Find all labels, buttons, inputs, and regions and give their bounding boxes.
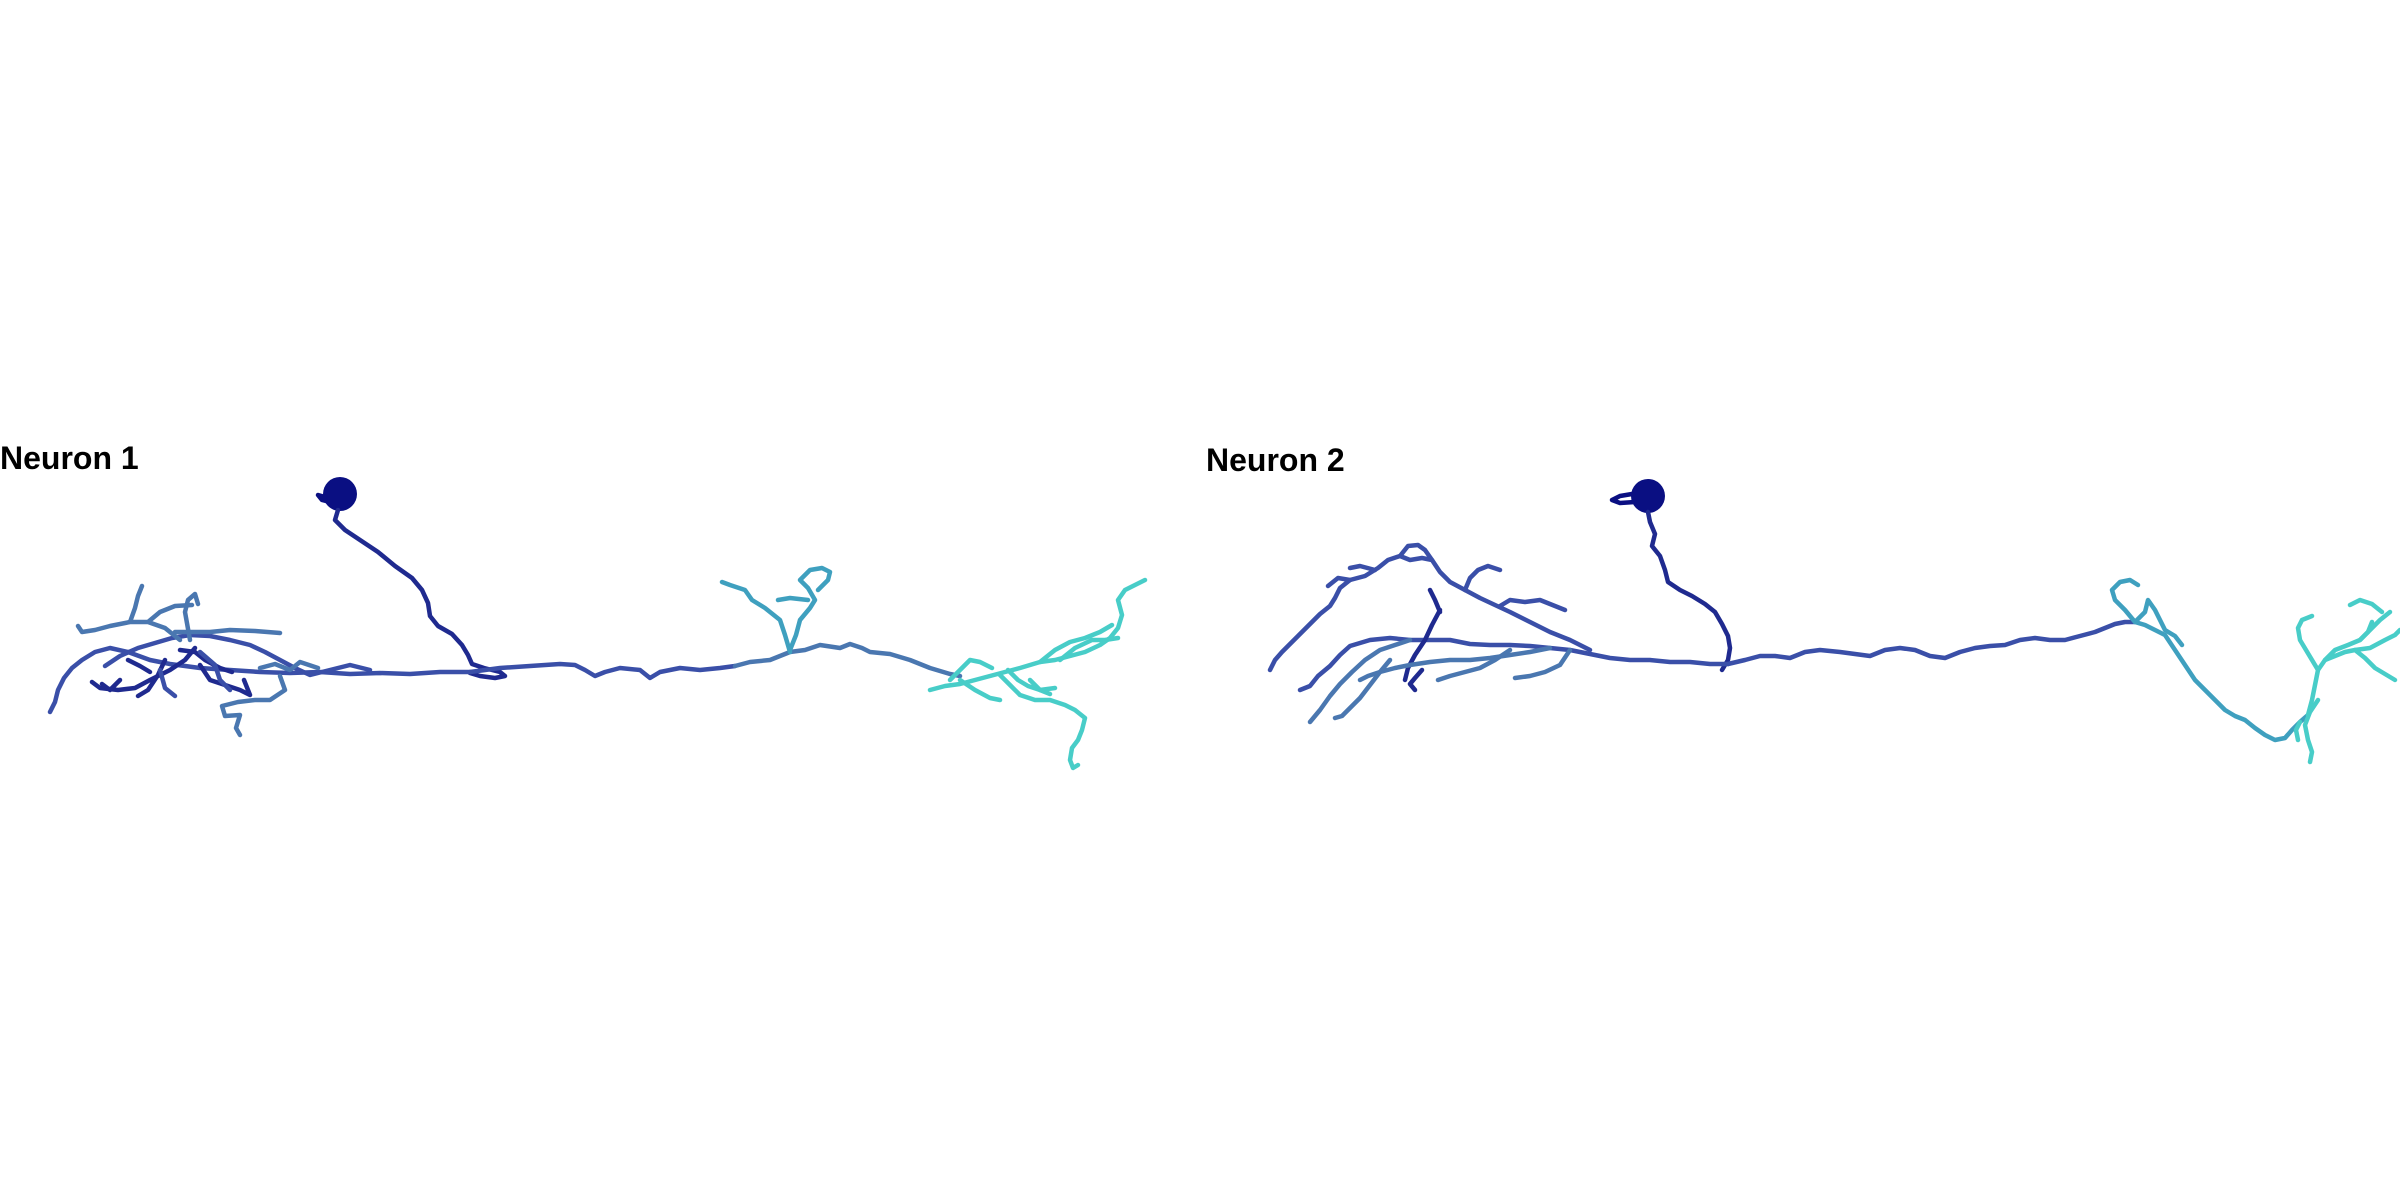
neuron-1-distal-b: [947, 657, 1088, 771]
neuron-1-soma-stub: [315, 492, 333, 505]
neuron-2-primary-neurite: [1645, 509, 1733, 673]
neuron-2-upper-branch-2: [1325, 542, 1568, 613]
neuron-1-title: Neuron 1: [0, 440, 139, 476]
neuron-1-branch-b: [75, 583, 195, 643]
neuron-2-distal-d: [2347, 597, 2393, 643]
neuron-1-branch-g: [157, 649, 233, 699]
neuron-1-soma: [323, 477, 357, 511]
neuron-2-lower-branch: [1307, 637, 1413, 725]
neuron-1-branch-c: [172, 591, 283, 643]
neuron-1-morphology: [47, 477, 1148, 771]
neuron-1-distal-c: [1027, 622, 1121, 697]
neuron-2-morphology: [1267, 479, 2400, 765]
neuron-1-branch-a: [102, 632, 373, 678]
neuron-2-lower-branch-2: [1435, 647, 1573, 683]
neuron-2-distal-b: [2295, 613, 2398, 683]
neuron-1-panel: Neuron 1: [0, 440, 1148, 771]
neuron-2-right-cluster: [2109, 577, 2185, 648]
neuron-2-upper-branch: [1267, 553, 1593, 673]
neuron-1-primary-neurite: [332, 507, 508, 681]
neuron-1-branch-d: [89, 645, 253, 699]
neuron-2-upper-branch-3: [1402, 587, 1443, 683]
neuron-2-distal-a: [2305, 627, 2400, 718]
neuron-1-trunk-right: [467, 661, 738, 681]
neuron-1-upper-loop: [719, 565, 833, 655]
neuron-1-branch-e: [99, 647, 235, 693]
neuron-2-panel: Neuron 2: [1200, 0, 2400, 1200]
neuron-1-trunk-left: [47, 645, 473, 715]
neuron-2-distal-c: [2293, 697, 2321, 765]
neuron-2-trunk-right: [1725, 619, 2138, 667]
neuron-2-title: Neuron 2: [1206, 442, 1345, 478]
neuron-2-soma-stub: [1609, 491, 1638, 506]
neuron-2-short-twig: [1407, 667, 1425, 693]
neuron-1-trunk-right-2: [732, 641, 963, 679]
neuron-2-trunk-left: [1297, 635, 1731, 693]
neuron-2-right-branch: [2132, 619, 2311, 743]
neuron-2-soma: [1631, 479, 1665, 513]
neuron-1-distal-main: [927, 577, 1148, 693]
neuron-1-branch-f: [219, 659, 321, 738]
neuron-1-distal-d: [957, 667, 1058, 703]
